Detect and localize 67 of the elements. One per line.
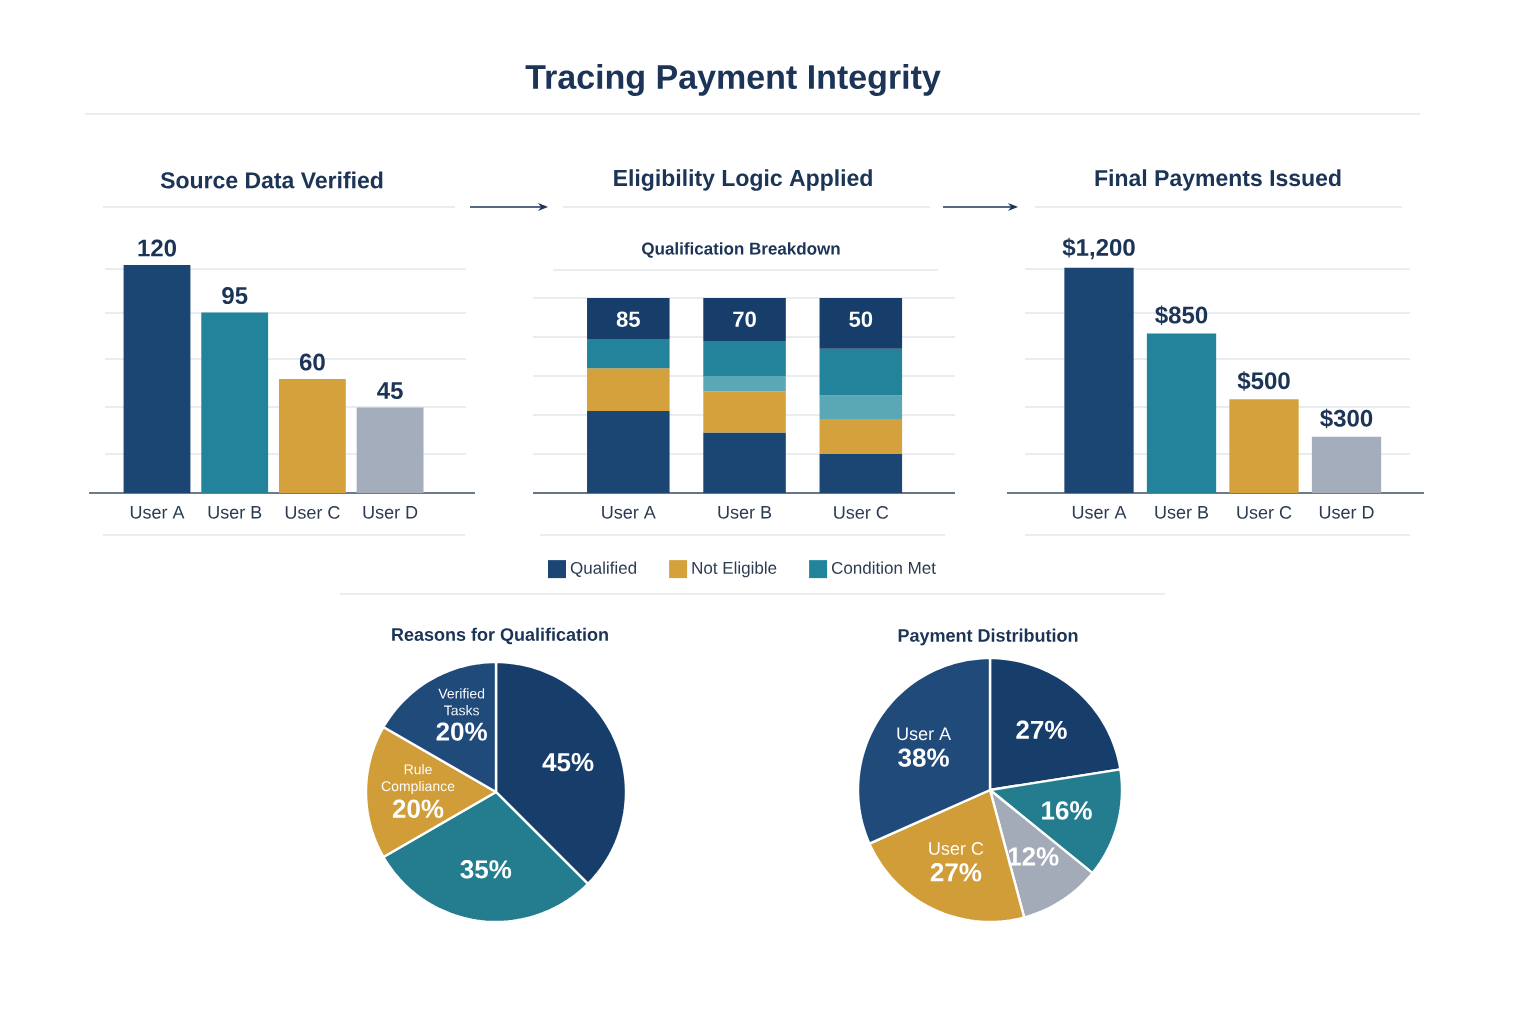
bar [123,264,191,493]
annotation: 85 [616,311,640,327]
bar [587,368,670,412]
chart-title: Reasons for Qualification [392,627,608,645]
data-label: $500 [1237,371,1290,391]
bar [703,432,786,493]
x-tick-label: User A [130,506,185,519]
bar [587,411,670,493]
bar [1064,267,1134,493]
data-label: 35% [460,860,512,879]
legend-label: Qualified [570,561,637,577]
bar [1229,399,1299,493]
x-tick-label: User A [602,506,656,519]
data-label: 45% [542,752,594,772]
bar [278,378,346,493]
data-label: 27% [1016,720,1067,739]
bar [703,376,786,392]
data-label: 95 [222,287,248,305]
x-tick-label: User B [208,506,262,519]
slice-label: Verified Tasks [438,688,485,716]
x-tick-label: User D [363,506,418,519]
x-tick-label: User A [1072,506,1127,519]
bar [201,312,269,493]
bar [587,338,670,369]
chart-title: Eligibility Logic Applied [614,169,872,191]
data-label: 16% [1042,801,1092,820]
bar [819,348,903,396]
bar [819,395,903,419]
bar [703,297,786,341]
bar [356,407,424,493]
legend-label: Condition Met [831,561,936,574]
data-label: 20% [436,722,487,741]
x-tick-label: User D [1319,506,1374,519]
x-tick-label: User C [834,506,889,519]
x-tick-label: User C [285,506,340,519]
bar [819,297,903,349]
bar [819,418,903,454]
data-label: 20% [392,799,444,818]
bar [819,454,903,493]
bar [703,340,786,376]
bar [1146,333,1217,493]
bar [587,297,670,339]
data-label: $850 [1155,305,1208,326]
annotation: 50 [849,311,873,327]
slice-label: User A [897,727,952,741]
data-label: 60 [299,353,325,371]
data-label: 12% [1008,847,1059,866]
bar [1311,436,1382,493]
x-tick-label: User B [718,506,772,519]
data-label: 120 [138,239,177,257]
chart-title: Payment Distribution [898,628,1078,646]
chart-subtitle: Qualification Breakdown [642,242,840,258]
chart-title: Final Payments Issued [1095,169,1341,191]
annotation: 70 [733,311,756,327]
slice-label: User C [929,842,984,855]
chart-title: Source Data Verified [160,171,383,189]
x-tick-label: User C [1237,506,1292,519]
slice-label: Rule Compliance [381,764,455,794]
data-label: $1,200 [1062,237,1135,260]
legend-label: Not Eligible [692,561,777,578]
x-tick-label: User B [1155,506,1209,519]
data-label: 45 [377,382,403,400]
bar [703,391,786,433]
data-label: 27% [930,863,982,882]
text: Tracing Payment Integrity [525,64,941,96]
data-label: 38% [898,748,949,767]
data-label: $300 [1320,408,1373,429]
